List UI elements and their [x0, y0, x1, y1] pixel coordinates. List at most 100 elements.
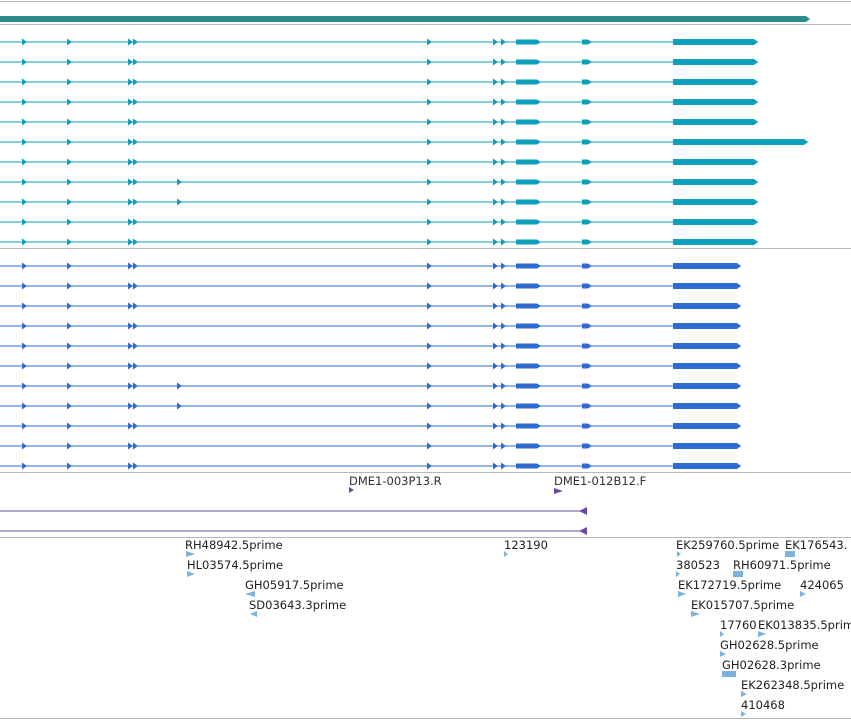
est-marker[interactable]: [785, 551, 795, 557]
est-marker[interactable]: [691, 611, 700, 617]
est-label[interactable]: 410468: [741, 698, 785, 712]
est-label[interactable]: 380523: [676, 558, 720, 572]
exon-block[interactable]: [516, 343, 541, 349]
exon-block[interactable]: [516, 463, 541, 469]
exon-block[interactable]: [582, 443, 592, 449]
exon-block[interactable]: [516, 423, 541, 429]
est-marker[interactable]: [800, 591, 806, 597]
est-label[interactable]: EK015707.5prime: [691, 598, 795, 612]
exon-block[interactable]: [516, 99, 541, 105]
exon-block[interactable]: [673, 79, 758, 85]
exon-block[interactable]: [516, 139, 541, 145]
exon-block[interactable]: [516, 159, 541, 165]
probe-marker[interactable]: [554, 488, 563, 494]
exon-block[interactable]: [673, 119, 758, 125]
est-marker[interactable]: [677, 551, 681, 557]
est-marker[interactable]: [678, 591, 686, 597]
exon-block[interactable]: [516, 263, 541, 269]
exon-block[interactable]: [582, 283, 592, 289]
est-marker[interactable]: [722, 671, 736, 677]
exon-block[interactable]: [673, 363, 741, 369]
exon-block[interactable]: [582, 59, 592, 65]
exon-block[interactable]: [673, 199, 758, 205]
exon-block[interactable]: [582, 239, 592, 245]
exon-block[interactable]: [673, 59, 758, 65]
probe-label[interactable]: DME1-012B12.F: [554, 474, 647, 488]
est-label[interactable]: GH02628.5prime: [720, 638, 819, 652]
est-label[interactable]: GH05917.5prime: [245, 578, 344, 592]
exon-block[interactable]: [582, 179, 592, 185]
exon-block[interactable]: [582, 403, 592, 409]
exon-block[interactable]: [673, 423, 741, 429]
exon-block[interactable]: [582, 463, 592, 469]
exon-block[interactable]: [582, 423, 592, 429]
est-label[interactable]: 123190: [504, 538, 548, 552]
exon-block[interactable]: [516, 363, 541, 369]
exon-block[interactable]: [673, 303, 741, 309]
exon-block[interactable]: [516, 39, 541, 45]
est-marker[interactable]: [720, 651, 726, 657]
exon-block[interactable]: [673, 323, 741, 329]
exon-block[interactable]: [516, 403, 541, 409]
exon-block[interactable]: [673, 39, 758, 45]
exon-block[interactable]: [516, 179, 541, 185]
exon-block[interactable]: [582, 159, 592, 165]
est-label[interactable]: 424065: [800, 578, 844, 592]
exon-block[interactable]: [673, 159, 758, 165]
est-label[interactable]: EK176543.: [785, 538, 848, 552]
exon-block[interactable]: [582, 343, 592, 349]
est-label[interactable]: EK259760.5prime: [676, 538, 780, 552]
est-label[interactable]: SD03643.3prime: [249, 598, 347, 612]
est-marker[interactable]: [741, 711, 746, 717]
est-label[interactable]: GH02628.3prime: [722, 658, 821, 672]
gene-span-bar[interactable]: [0, 16, 810, 22]
exon-block[interactable]: [516, 239, 541, 245]
exon-block[interactable]: [673, 443, 741, 449]
est-marker[interactable]: [504, 551, 508, 557]
exon-block[interactable]: [673, 263, 741, 269]
est-marker[interactable]: [720, 631, 724, 637]
exon-block[interactable]: [516, 219, 541, 225]
exon-block[interactable]: [582, 199, 592, 205]
exon-block[interactable]: [673, 383, 741, 389]
probe-label[interactable]: DME1-003P13.R: [349, 474, 442, 488]
exon-block[interactable]: [582, 79, 592, 85]
exon-block[interactable]: [582, 219, 592, 225]
est-marker[interactable]: [245, 591, 255, 597]
est-marker[interactable]: [741, 691, 747, 697]
exon-block[interactable]: [673, 403, 741, 409]
exon-block[interactable]: [582, 363, 592, 369]
est-marker[interactable]: [733, 571, 743, 577]
exon-block[interactable]: [516, 283, 541, 289]
est-marker[interactable]: [758, 631, 766, 637]
probe-marker[interactable]: [349, 487, 354, 493]
exon-block[interactable]: [516, 79, 541, 85]
exon-block[interactable]: [673, 283, 741, 289]
exon-block[interactable]: [673, 239, 758, 245]
est-label[interactable]: EK262348.5prime: [741, 678, 845, 692]
exon-block[interactable]: [673, 463, 741, 469]
exon-block[interactable]: [516, 303, 541, 309]
exon-block[interactable]: [582, 139, 592, 145]
exon-block[interactable]: [582, 263, 592, 269]
est-label[interactable]: RH48942.5prime: [185, 538, 283, 552]
exon-block[interactable]: [582, 119, 592, 125]
exon-block[interactable]: [516, 323, 541, 329]
est-label[interactable]: RH60971.5prime: [733, 558, 831, 572]
est-marker[interactable]: [250, 611, 257, 617]
exon-block[interactable]: [516, 383, 541, 389]
est-marker[interactable]: [186, 551, 195, 557]
exon-block[interactable]: [582, 39, 592, 45]
est-label[interactable]: EK172719.5prime: [678, 578, 782, 592]
exon-block[interactable]: [673, 99, 758, 105]
exon-block[interactable]: [582, 323, 592, 329]
exon-block[interactable]: [673, 219, 758, 225]
exon-block[interactable]: [516, 199, 541, 205]
exon-block[interactable]: [582, 303, 592, 309]
exon-block[interactable]: [582, 383, 592, 389]
est-marker[interactable]: [187, 571, 195, 577]
est-marker[interactable]: [676, 571, 680, 577]
exon-block[interactable]: [673, 179, 758, 185]
exon-block[interactable]: [582, 99, 592, 105]
exon-block[interactable]: [673, 139, 808, 145]
